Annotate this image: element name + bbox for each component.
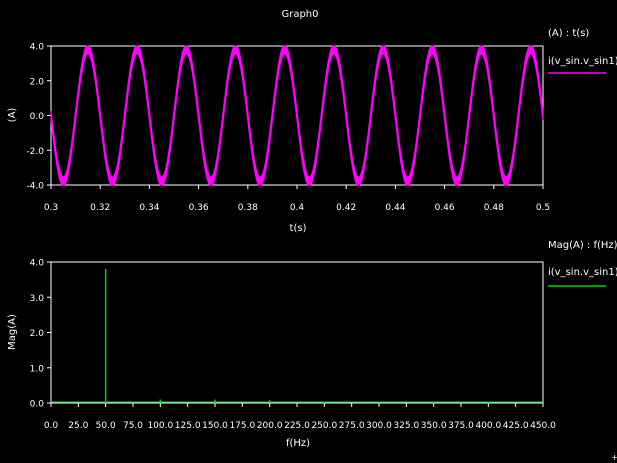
time-x-tick-label: 0.46	[435, 203, 455, 213]
time-y-tick-label: 0.0	[30, 112, 45, 122]
frequency-x-tick-label: 350.0	[421, 421, 447, 431]
frequency-x-tick-label: 375.0	[448, 421, 474, 431]
time-x-tick-label: 0.36	[189, 203, 209, 213]
time-x-tick-label: 0.3	[44, 203, 58, 213]
time-y-axis-label: (A)	[7, 108, 18, 123]
frequency-x-axis-label: f(Hz)	[286, 438, 310, 449]
frequency-legend[interactable]: Mag(A) : f(Hz) i(v_sin.v_sin1)	[548, 240, 617, 287]
frequency-x-tick-label: 75.0	[123, 421, 143, 431]
time-series-line	[50, 45, 544, 186]
frequency-x-axis: 0.0 25.0 50.0 75.0 100.0 125.0 150.0 175.0 200.0…	[44, 403, 556, 431]
frequency-x-tick-label: 200.0	[257, 421, 283, 431]
resize-grip-icon[interactable]: +	[611, 453, 617, 462]
frequency-y-axis-label: Mag(A)	[7, 314, 18, 350]
frequency-y-tick-label: 3.0	[30, 294, 45, 304]
frequency-x-tick-label: 50.0	[96, 421, 116, 431]
frequency-x-tick-label: 450.0	[530, 421, 556, 431]
frequency-x-tick-label: 300.0	[366, 421, 392, 431]
frequency-x-tick-label: 25.0	[68, 421, 88, 431]
time-x-tick-label: 0.32	[90, 203, 110, 213]
time-x-tick-label: 0.34	[139, 203, 159, 213]
time-y-axis: 4.0 2.0 0.0 -2.0 -4.0	[26, 43, 51, 192]
frequency-x-tick-label: 100.0	[147, 421, 173, 431]
frequency-domain-chart[interactable]: 4.0 3.0 2.0 1.0 0.0 0.0 25.0 50.0 75.0 100.0 125.…	[7, 259, 556, 450]
frequency-y-tick-label: 4.0	[30, 259, 45, 269]
time-x-tick-label: 0.38	[238, 203, 258, 213]
time-legend[interactable]: (A) : t(s) i(v_sin.v_sin1)	[548, 28, 617, 74]
time-domain-chart[interactable]: 4.0 2.0 0.0 -2.0 -4.0 0.3 0.32 0.34 0.36 0.38 0.4…	[7, 43, 550, 235]
frequency-legend-header: Mag(A) : f(Hz)	[548, 240, 617, 251]
time-x-tick-label: 0.5	[536, 203, 550, 213]
frequency-y-tick-label: 1.0	[30, 364, 45, 374]
frequency-x-tick-label: 125.0	[175, 421, 201, 431]
time-legend-header: (A) : t(s)	[548, 28, 589, 39]
frequency-x-tick-label: 175.0	[229, 421, 255, 431]
frequency-plot-frame	[50, 261, 544, 404]
frequency-x-tick-label: 400.0	[475, 421, 501, 431]
frequency-x-tick-label: 225.0	[284, 421, 310, 431]
time-y-tick-label: -4.0	[26, 182, 44, 192]
time-legend-series-label: i(v_sin.v_sin1)	[548, 56, 617, 67]
time-x-axis: 0.3 0.32 0.34 0.36 0.38 0.4 0.42 0.44 0.46 0.48 0.…	[44, 185, 550, 213]
frequency-x-tick-label: 150.0	[202, 421, 228, 431]
frequency-x-tick-label: 0.0	[44, 421, 59, 431]
frequency-x-tick-label: 425.0	[503, 421, 529, 431]
frequency-y-axis: 4.0 3.0 2.0 1.0 0.0	[30, 259, 51, 410]
time-y-tick-label: 2.0	[30, 77, 45, 87]
graph-title: Graph0	[281, 9, 318, 20]
frequency-x-tick-label: 250.0	[311, 421, 337, 431]
frequency-legend-series-label: i(v_sin.v_sin1)	[548, 267, 617, 278]
frequency-x-tick-label: 325.0	[393, 421, 419, 431]
time-x-tick-label: 0.42	[336, 203, 356, 213]
frequency-y-tick-label: 0.0	[30, 400, 45, 410]
time-x-tick-label: 0.44	[385, 203, 405, 213]
frequency-x-tick-label: 275.0	[339, 421, 365, 431]
time-x-axis-label: t(s)	[290, 223, 307, 234]
time-x-tick-label: 0.48	[484, 203, 504, 213]
time-x-tick-label: 0.4	[290, 203, 305, 213]
time-y-tick-label: -2.0	[26, 147, 44, 157]
frequency-spectrum-plot	[51, 269, 543, 403]
frequency-y-tick-label: 2.0	[30, 329, 45, 339]
time-y-tick-label: 4.0	[30, 43, 45, 53]
time-series-plot	[50, 45, 544, 186]
